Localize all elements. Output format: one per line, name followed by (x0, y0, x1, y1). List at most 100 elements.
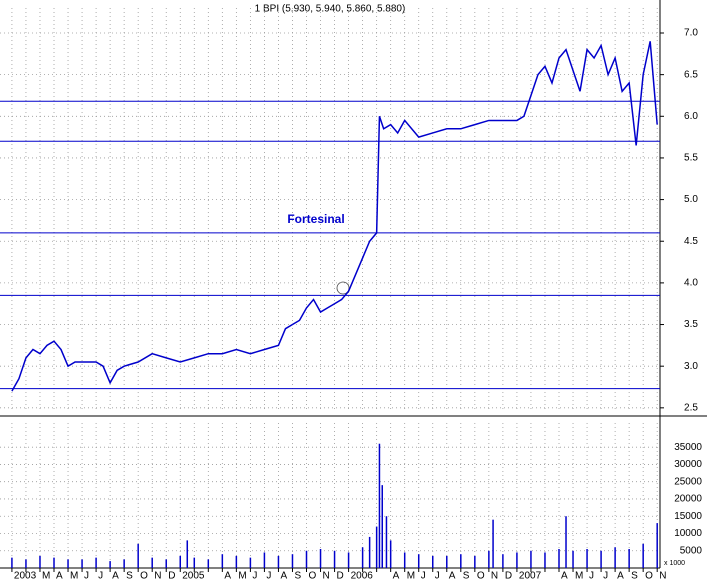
x-tick-label: 2006 (351, 571, 374, 582)
volume-bar (53, 557, 55, 568)
volume-bar (347, 552, 350, 568)
volume-bar (109, 561, 111, 568)
x-tick-label: A (617, 571, 624, 582)
volume-bar (502, 554, 504, 568)
x-tick-label: N (154, 571, 161, 582)
x-tick-label: O (645, 571, 653, 582)
volume-bar (642, 543, 644, 568)
x-tick-label: S (294, 571, 301, 582)
y2-tick-label: 20000 (674, 494, 702, 505)
volume-bar (385, 516, 388, 568)
marker-icon (336, 281, 350, 295)
volume-bar (565, 516, 567, 568)
x-tick-label: M (575, 571, 583, 582)
volume-bar (600, 550, 602, 568)
x-tick-label: A (280, 571, 287, 582)
x-tick-label: N (659, 571, 666, 582)
x-tick-label: S (631, 571, 638, 582)
volume-bar (151, 557, 153, 568)
volume-bar (291, 554, 294, 568)
volume-bar (11, 557, 13, 568)
volume-bar (488, 550, 490, 568)
y2-tick-label: 15000 (674, 511, 702, 522)
volume-bar (614, 547, 616, 568)
volume-bar (544, 552, 546, 568)
volume-bar (389, 540, 392, 568)
volume-bar (137, 543, 139, 568)
volume-bar (628, 549, 630, 568)
volume-bar (319, 549, 322, 568)
x-tick-label: A (561, 571, 568, 582)
volume-bar (403, 552, 406, 568)
y-tick-label: 2.5 (684, 402, 698, 413)
x-tick-label: A (224, 571, 231, 582)
x-tick-label: O (477, 571, 485, 582)
x-tick-label: J (98, 571, 103, 582)
volume-bar (277, 555, 280, 568)
volume-bar (235, 555, 238, 568)
x-tick-label: 2003 (14, 571, 37, 582)
volume-bar (417, 554, 420, 568)
volume-bar (25, 559, 27, 568)
volume-bar (305, 550, 308, 568)
x-tick-label: J (84, 571, 89, 582)
volume-bar (572, 550, 574, 568)
volume-bar (179, 555, 182, 568)
volume-bar (186, 540, 189, 568)
volume-bar (95, 557, 97, 568)
volume-bar (474, 555, 476, 568)
volume-bar (446, 555, 448, 568)
y2-tick-label: 30000 (674, 459, 702, 470)
volume-bar (123, 559, 125, 568)
volume-bar (165, 559, 167, 568)
y-tick-label: 5.0 (684, 194, 698, 205)
volume-bar (333, 550, 336, 568)
y-tick-label: 6.0 (684, 111, 698, 122)
y2-axis-label: x 1000 (664, 560, 685, 567)
x-tick-label: A (56, 571, 63, 582)
volume-bar (193, 557, 196, 568)
y-tick-label: 5.5 (684, 153, 698, 164)
y-tick-label: 3.0 (684, 361, 698, 372)
volume-bar (516, 552, 518, 568)
x-tick-label: J (589, 571, 594, 582)
volume-bar (249, 557, 252, 568)
y2-tick-label: 35000 (674, 442, 702, 453)
x-tick-label: S (126, 571, 133, 582)
x-tick-label: D (168, 571, 175, 582)
volume-bar (558, 549, 560, 568)
volume-bar (656, 523, 658, 568)
x-tick-label: M (42, 571, 50, 582)
x-tick-label: J (252, 571, 257, 582)
volume-bar (81, 559, 83, 568)
y2-tick-label: 5000 (680, 545, 703, 556)
x-tick-label: J (435, 571, 440, 582)
y-tick-label: 6.5 (684, 69, 698, 80)
x-tick-label: O (140, 571, 148, 582)
chart-title: 1 BPI (5.930, 5.940, 5.860, 5.880) (255, 4, 406, 15)
x-tick-label: 2007 (519, 571, 542, 582)
x-tick-label: J (421, 571, 426, 582)
x-tick-label: N (491, 571, 498, 582)
volume-bar (460, 554, 462, 568)
y-tick-label: 4.5 (684, 236, 698, 247)
volume-bar (375, 526, 378, 568)
volume-bar (263, 552, 266, 568)
x-tick-label: A (112, 571, 119, 582)
x-tick-label: J (266, 571, 271, 582)
annotation: Fortesinal (287, 212, 344, 226)
y-tick-label: 7.0 (684, 28, 698, 39)
volume-bar (492, 519, 494, 568)
volume-bar (39, 555, 41, 568)
x-tick-label: O (309, 571, 317, 582)
y-tick-label: 4.0 (684, 278, 698, 289)
x-tick-label: M (238, 571, 246, 582)
y2-tick-label: 25000 (674, 476, 702, 487)
x-tick-label: M (407, 571, 415, 582)
price-line (11, 41, 658, 392)
x-tick-label: 2005 (182, 571, 205, 582)
x-tick-label: D (505, 571, 512, 582)
